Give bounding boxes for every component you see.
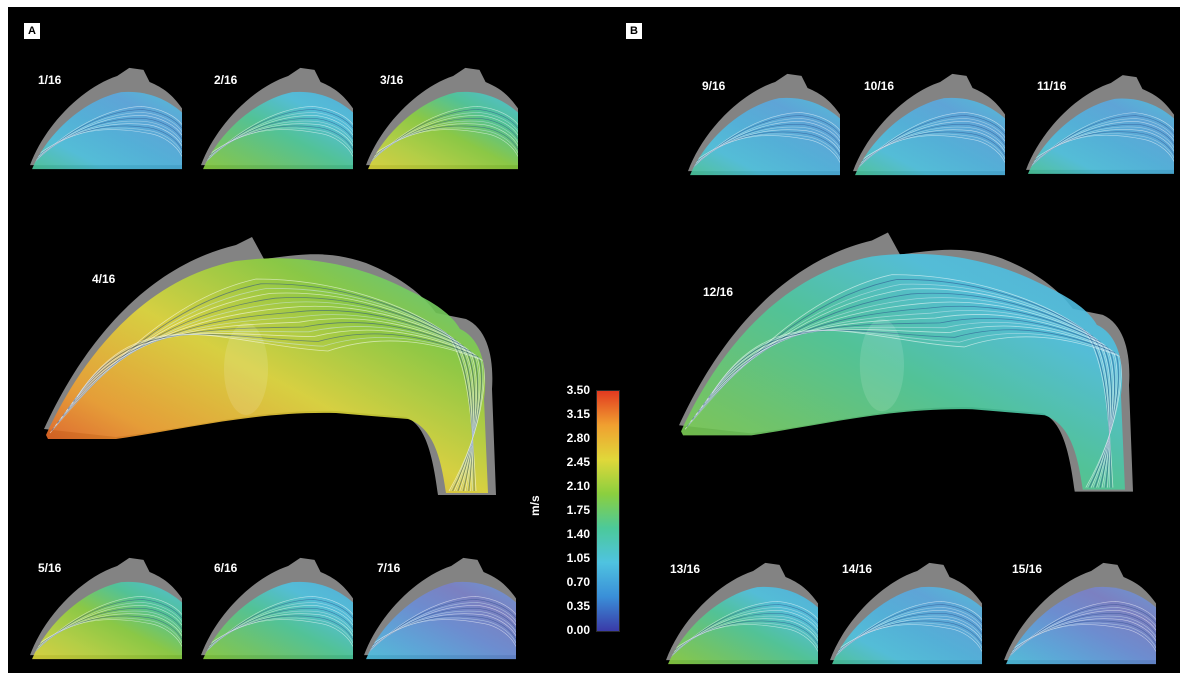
colorbar-tick-label: 3.15: [566, 407, 590, 421]
frame-2-image: [201, 67, 353, 170]
frame-13-image: [666, 562, 818, 665]
frame-1-image: [30, 67, 182, 170]
frame-9-image: [688, 73, 840, 176]
colorbar-tick-label: 1.40: [566, 527, 590, 541]
frame-label: 10/16: [864, 79, 895, 93]
frame-5-image: [30, 557, 182, 660]
frame-label: 11/16: [1037, 79, 1067, 93]
frame-label: 9/16: [702, 79, 726, 93]
colorbar-tick-label: 2.45: [566, 455, 590, 469]
colorbar-tick-label: 2.80: [566, 431, 590, 445]
frame-label: 6/16: [214, 561, 238, 575]
colorbar-tick-label: 1.75: [566, 503, 590, 517]
panel-b-tag: B: [626, 23, 642, 39]
colorbar-tick-label: 2.10: [566, 479, 590, 493]
frame-label: 15/16: [1012, 562, 1043, 576]
frame-12-image: [679, 232, 1133, 492]
frame-label: 7/16: [377, 561, 401, 575]
frame-label: 13/16: [670, 562, 701, 576]
panel-a-tag: A: [24, 23, 40, 39]
frame-label: 5/16: [38, 561, 62, 575]
colorbar-tick-label: 1.05: [566, 551, 590, 565]
colorbar-tick-label: 3.50: [566, 383, 590, 397]
frame-7-image: [364, 557, 516, 660]
frame-14-image: [830, 562, 982, 665]
frame-label: 12/16: [703, 285, 734, 299]
frame-4-image: [44, 237, 496, 495]
colorbar-tick-label: 0.70: [566, 575, 590, 589]
frame-15-image: [1004, 562, 1156, 665]
frame-label: 1/16: [38, 73, 62, 87]
frame-11-image: [1026, 75, 1174, 174]
frame-6-image: [201, 557, 353, 660]
frame-label: 14/16: [842, 562, 873, 576]
frame-3-image: [366, 67, 518, 170]
frame-label: 2/16: [214, 73, 238, 87]
velocity-colorbar: [596, 390, 620, 632]
colorbar-tick-label: 0.35: [566, 599, 590, 613]
frame-10-image: [853, 73, 1005, 176]
frame-label: 4/16: [92, 272, 116, 286]
figure-canvas: A B 1/16 2/16 3/16 4/16 5/16 6/16 7/16 9…: [8, 7, 1180, 673]
frame-label: 3/16: [380, 73, 404, 87]
colorbar-tick-label: 0.00: [566, 623, 590, 637]
